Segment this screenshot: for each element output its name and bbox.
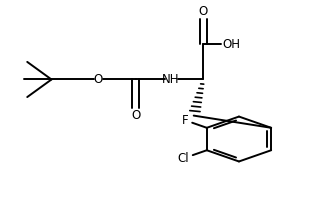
Text: OH: OH xyxy=(223,38,241,51)
Text: NH: NH xyxy=(162,73,180,86)
Text: O: O xyxy=(131,109,140,123)
Text: F: F xyxy=(182,114,189,127)
Text: O: O xyxy=(94,73,103,86)
Text: Cl: Cl xyxy=(178,152,189,165)
Text: O: O xyxy=(199,5,208,18)
